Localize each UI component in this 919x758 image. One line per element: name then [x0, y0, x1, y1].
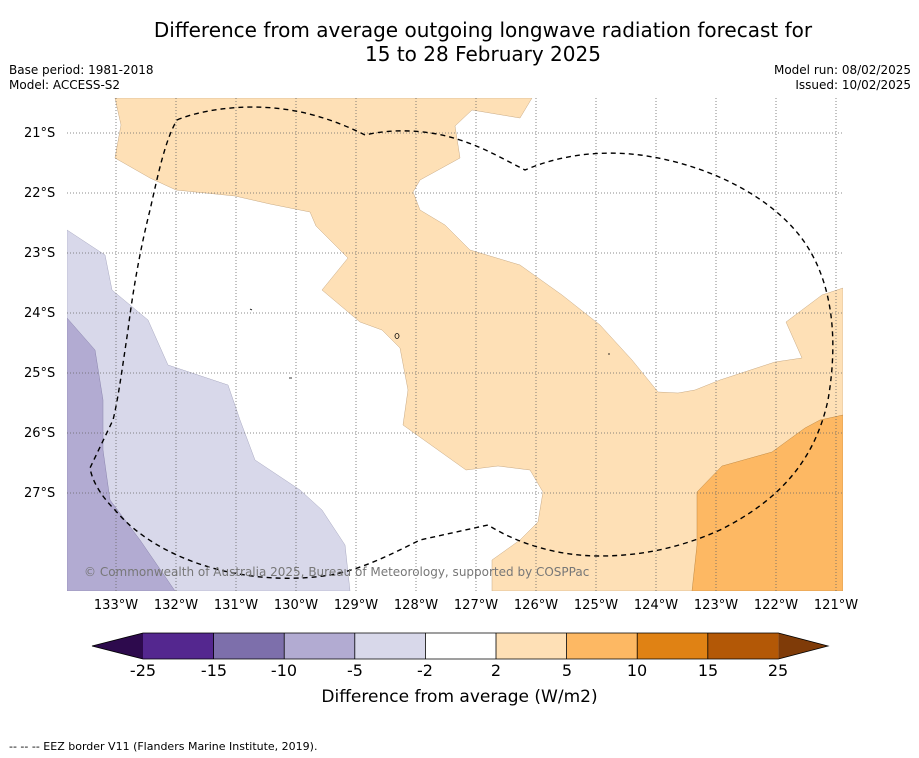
- lon-label-122w: 122°W: [753, 598, 799, 613]
- region-5-to-10: [691, 414, 843, 591]
- meta-left: Base period: 1981-2018 Model: ACCESS-S2: [9, 63, 154, 93]
- model-name: Model: ACCESS-S2: [9, 78, 121, 92]
- colorbar-tick-15: 15: [697, 661, 719, 680]
- colorbar-max-extend: [778, 633, 828, 659]
- lat-label-26s: 26°S: [24, 426, 56, 441]
- colorbar-band-minus-2-2: [425, 633, 496, 659]
- copyright-notice: © Commonwealth of Australia 2025, Bureau…: [84, 565, 590, 579]
- lon-label-124w: 124°W: [633, 598, 679, 613]
- lon-label-132w: 132°W: [153, 598, 199, 613]
- colorbar-tick-minus-15: -15: [200, 661, 228, 680]
- region-2-to-5: [114, 98, 843, 591]
- lon-label-125w: 125°W: [573, 598, 619, 613]
- lat-label-24s: 24°S: [24, 306, 56, 321]
- lon-label-130w: 130°W: [273, 598, 319, 613]
- map-area: [67, 98, 843, 591]
- region-minus-5-to-minus-2: [67, 229, 351, 591]
- lon-label-126w: 126°W: [513, 598, 559, 613]
- lat-label-25s: 25°S: [24, 366, 56, 381]
- colorbar-tick-minus-5: -5: [347, 661, 363, 680]
- colorbar-tick-minus-10: -10: [270, 661, 298, 680]
- lon-label-129w: 129°W: [333, 598, 379, 613]
- issued-date: Issued: 10/02/2025: [795, 78, 911, 92]
- lon-label-127w: 127°W: [453, 598, 499, 613]
- title-line-2: 15 to 28 February 2025: [365, 42, 601, 66]
- colorbar-band-5-10: [566, 633, 638, 659]
- eez-footnote: -- -- -- EEZ border V11 (Flanders Marine…: [9, 740, 318, 753]
- colorbar: [91, 632, 830, 660]
- lon-label-121w: 121°W: [813, 598, 859, 613]
- lon-label-133w: 133°W: [93, 598, 139, 613]
- model-run: Model run: 08/02/2025: [773, 63, 911, 77]
- lon-label-131w: 131°W: [213, 598, 259, 613]
- islands: [249, 308, 610, 379]
- lat-label-22s: 22°S: [24, 186, 56, 201]
- colorbar-tick-10: 10: [626, 661, 648, 680]
- lon-label-123w: 123°W: [693, 598, 739, 613]
- colorbar-tick-minus-25: -25: [129, 661, 157, 680]
- colorbar-tick-5: 5: [561, 661, 573, 680]
- colorbar-band-minus-10-minus-5: [284, 633, 355, 659]
- colorbar-tick-25: 25: [767, 661, 789, 680]
- base-period: Base period: 1981-2018: [9, 63, 154, 77]
- map-title: Difference from average outgoing longwav…: [0, 18, 919, 66]
- colorbar-band-15-25: [707, 633, 779, 659]
- latitude-gridlines: [67, 132, 843, 494]
- meta-right: Model run: 08/02/2025 Issued: 10/02/2025: [774, 63, 911, 93]
- colorbar-outline: [91, 632, 830, 660]
- colorbar-band-10-15: [637, 633, 708, 659]
- lat-label-23s: 23°S: [24, 246, 56, 261]
- lat-label-21s: 21°S: [24, 126, 56, 141]
- region-minus-10-to-minus-5: [67, 317, 176, 591]
- colorbar-min-extend: [92, 633, 143, 659]
- colorbar-band-minus-5-minus-2: [354, 633, 426, 659]
- colorbar-band-2-5: [496, 633, 567, 659]
- colorbar-band-minus-25-minus-15: [143, 633, 214, 659]
- title-line-1: Difference from average outgoing longwav…: [153, 18, 813, 42]
- map-svg: [67, 98, 843, 591]
- colorbar-label: Difference from average (W/m2): [321, 687, 598, 707]
- colorbar-tick-2: 2: [490, 661, 502, 680]
- longitude-gridlines: [115, 98, 837, 591]
- lat-label-27s: 27°S: [24, 486, 56, 501]
- colorbar-tick-minus-2: -2: [417, 661, 433, 680]
- colorbar-band-minus-15-minus-10: [213, 633, 285, 659]
- lon-label-128w: 128°W: [393, 598, 439, 613]
